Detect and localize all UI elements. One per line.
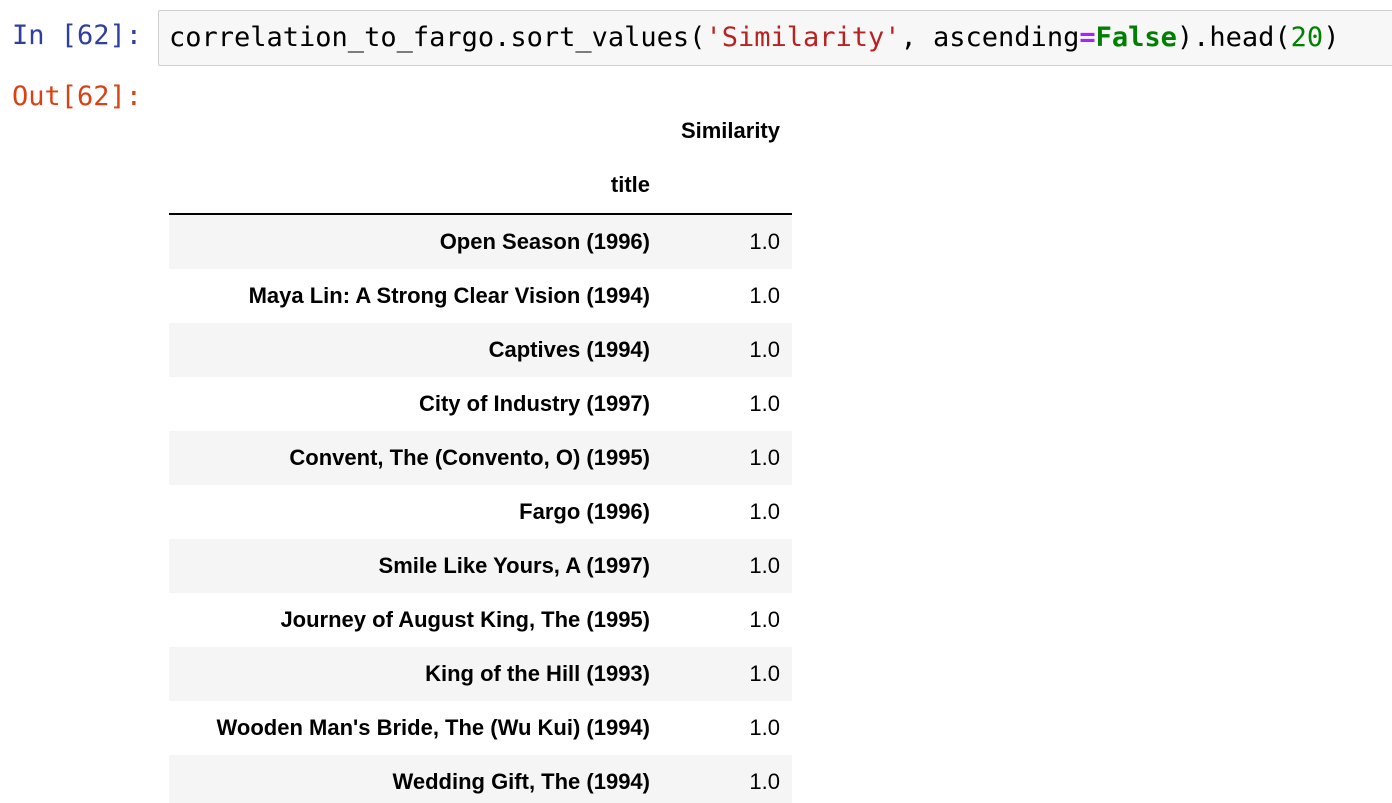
input-prompt: In [62]: xyxy=(12,20,143,51)
table-row: Captives (1994) 1.0 xyxy=(169,323,792,377)
header-divider xyxy=(169,213,792,215)
row-title: King of the Hill (1993) xyxy=(425,661,650,686)
table-row: Convent, The (Convento, O) (1995) 1.0 xyxy=(169,431,792,485)
column-header-row: Similarity xyxy=(169,105,792,159)
table-row: Wedding Gift, The (1994) 1.0 xyxy=(169,755,792,803)
code-operator: = xyxy=(1079,22,1096,53)
row-similarity-value: 1.0 xyxy=(749,337,780,362)
row-title: Journey of August King, The (1995) xyxy=(280,607,650,632)
row-similarity-value: 1.0 xyxy=(749,607,780,632)
row-similarity-value: 1.0 xyxy=(749,661,780,686)
row-similarity-value: 1.0 xyxy=(749,445,780,470)
row-similarity-value: 1.0 xyxy=(749,769,780,794)
row-similarity-value: 1.0 xyxy=(749,283,780,308)
code-text: correlation_to_fargo.sort_values( xyxy=(169,22,706,53)
row-title: Open Season (1996) xyxy=(439,229,650,254)
output-prompt: Out[62]: xyxy=(12,81,143,112)
code-text: , ascending xyxy=(900,22,1080,53)
table-row: Maya Lin: A Strong Clear Vision (1994) 1.… xyxy=(169,269,792,323)
row-similarity-value: 1.0 xyxy=(749,499,780,524)
code-text: ).head( xyxy=(1176,22,1291,53)
row-title: Wooden Man's Bride, The (Wu Kui) (1994) xyxy=(216,715,650,740)
dataframe-table: Similarity title Open Season (1996) 1.0 Ma… xyxy=(169,105,792,803)
row-similarity-value: 1.0 xyxy=(749,391,780,416)
column-header-similarity: Similarity xyxy=(680,118,780,143)
table-row: Fargo (1996) 1.0 xyxy=(169,485,792,539)
code-keyword: False xyxy=(1095,22,1177,53)
row-title: Smile Like Yours, A (1997) xyxy=(378,553,650,578)
row-similarity-value: 1.0 xyxy=(749,715,780,740)
table-body: Open Season (1996) 1.0 Maya Lin: A Strong … xyxy=(169,215,792,803)
row-title: City of Industry (1997) xyxy=(418,391,650,416)
code-text: ) xyxy=(1323,22,1340,53)
index-name-title: title xyxy=(610,172,650,197)
row-title: Convent, The (Convento, O) (1995) xyxy=(289,445,650,470)
table-row: Smile Like Yours, A (1997) 1.0 xyxy=(169,539,792,593)
table-row: Wooden Man's Bride, The (Wu Kui) (1994) 1… xyxy=(169,701,792,755)
table-row: City of Industry (1997) 1.0 xyxy=(169,377,792,431)
row-similarity-value: 1.0 xyxy=(749,553,780,578)
code-cell-input[interactable]: correlation_to_fargo.sort_values('Simila… xyxy=(158,10,1392,66)
code-line: correlation_to_fargo.sort_values('Simila… xyxy=(169,22,1339,54)
table-row: Open Season (1996) 1.0 xyxy=(169,215,792,269)
row-title: Captives (1994) xyxy=(488,337,650,362)
row-title: Wedding Gift, The (1994) xyxy=(392,769,650,794)
row-title: Maya Lin: A Strong Clear Vision (1994) xyxy=(248,283,650,308)
table-row: Journey of August King, The (1995) 1.0 xyxy=(169,593,792,647)
table-row: King of the Hill (1993) 1.0 xyxy=(169,647,792,701)
row-similarity-value: 1.0 xyxy=(749,229,780,254)
index-header-row: title xyxy=(169,159,792,213)
code-number: 20 xyxy=(1290,22,1324,53)
row-title: Fargo (1996) xyxy=(519,499,650,524)
code-string: 'Similarity' xyxy=(705,22,901,53)
